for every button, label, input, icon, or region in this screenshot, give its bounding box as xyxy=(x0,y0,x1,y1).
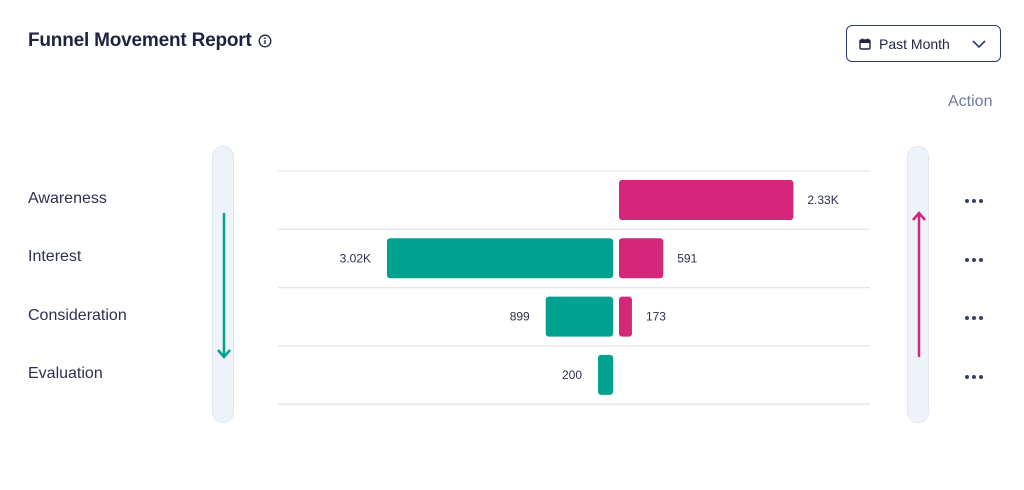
arrow-down-icon xyxy=(217,213,231,359)
more-horizontal-icon xyxy=(965,258,983,262)
stage-label-consideration: Consideration xyxy=(28,307,127,324)
inflow-bar xyxy=(619,238,664,279)
outflow-bar xyxy=(545,296,613,337)
outflow-value-label: 200 xyxy=(562,368,582,382)
more-actions-button[interactable] xyxy=(963,370,985,384)
outflow-bar xyxy=(598,354,613,395)
inflow-value-label: 173 xyxy=(646,310,666,324)
stage-label-evaluation: Evaluation xyxy=(28,365,103,382)
more-horizontal-icon xyxy=(965,316,983,320)
period-label: Past Month xyxy=(879,35,950,52)
outflow-value-label: 899 xyxy=(510,310,530,324)
more-actions-button[interactable] xyxy=(963,194,985,208)
stage-label-interest: Interest xyxy=(28,248,82,265)
calendar-icon xyxy=(859,38,871,50)
info-icon[interactable] xyxy=(258,34,272,48)
up-flow-rail xyxy=(907,146,929,423)
more-horizontal-icon xyxy=(965,375,983,379)
inflow-value-label: 591 xyxy=(677,251,697,265)
chevron-down-icon xyxy=(972,40,986,49)
inflow-value-label: 2.33K xyxy=(807,193,838,207)
stage-label-awareness: Awareness xyxy=(28,190,107,207)
more-horizontal-icon xyxy=(965,199,983,203)
more-actions-button[interactable] xyxy=(963,253,985,267)
arrow-up-icon xyxy=(912,211,926,357)
report-title-text: Funnel Movement Report xyxy=(28,30,252,51)
outflow-value-label: 3.02K xyxy=(340,251,371,265)
period-dropdown[interactable]: Past Month xyxy=(846,25,1001,62)
more-actions-button[interactable] xyxy=(963,311,985,325)
report-title: Funnel Movement Report xyxy=(28,30,272,52)
down-flow-rail xyxy=(212,146,234,423)
inflow-bar xyxy=(619,180,794,220)
inflow-bar xyxy=(619,296,632,337)
action-column-header: Action xyxy=(948,93,993,110)
outflow-bar xyxy=(387,238,613,279)
